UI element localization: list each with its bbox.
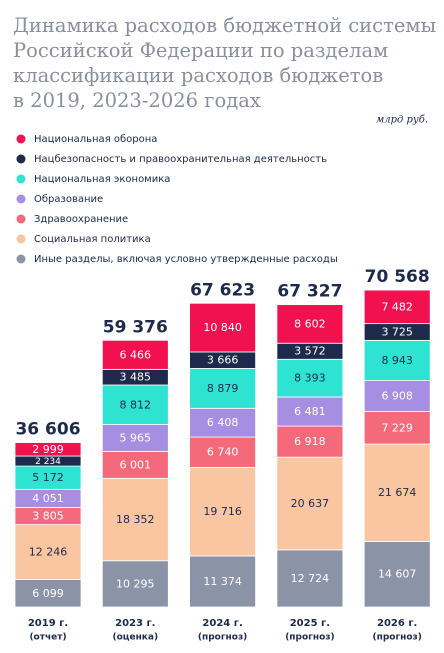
bar-segment	[276, 425, 344, 458]
legend-label: Образование	[34, 194, 103, 205]
value-label: 6 466	[120, 348, 152, 361]
value-label: 19 716	[203, 505, 242, 518]
bar-segment	[14, 524, 82, 581]
total-label: 67 623	[190, 280, 255, 300]
legend-label: Здравоохранение	[34, 214, 128, 225]
value-label: 2 234	[35, 457, 61, 467]
bar-segment	[101, 424, 169, 452]
bar-segment	[101, 339, 169, 370]
value-label: 8 879	[207, 382, 239, 395]
value-label: 12 246	[29, 546, 68, 559]
legend-marker	[16, 234, 26, 244]
bar-segment	[363, 411, 431, 445]
value-label: 20 637	[291, 497, 330, 510]
bar-segment	[101, 450, 169, 479]
value-label: 8 943	[381, 354, 413, 367]
value-label: 6 001	[120, 458, 152, 471]
bar-segment	[363, 540, 431, 608]
bar-segment	[276, 396, 344, 427]
chart-title: Российской Федерации по разделам	[13, 39, 388, 62]
value-label: 12 724	[291, 572, 330, 585]
legend-marker	[16, 134, 26, 144]
value-label: 6 408	[207, 416, 239, 429]
value-label: 18 352	[116, 513, 155, 526]
value-label: 4 051	[32, 492, 64, 505]
x-tick-note: (отчет)	[29, 633, 66, 643]
legend-marker	[16, 214, 26, 224]
value-label: 8 393	[294, 372, 326, 385]
legend-marker	[16, 194, 26, 204]
bar-segment	[276, 456, 344, 551]
bar-segment	[14, 442, 82, 457]
value-label: 6 918	[294, 435, 326, 448]
value-label: 6 740	[207, 446, 239, 459]
bar-segment	[189, 436, 257, 468]
unit-label: млрд руб.	[376, 115, 428, 126]
legend-label: Иные разделы, включая условно утвержденн…	[34, 254, 338, 265]
bar-segment	[363, 443, 431, 542]
bar-segment	[363, 289, 431, 325]
bar-segment	[276, 304, 344, 344]
value-label: 7 229	[381, 421, 413, 434]
value-label: 3 805	[32, 510, 64, 523]
bar-segment	[101, 384, 169, 425]
value-label: 10 295	[116, 577, 155, 590]
value-label: 7 482	[381, 300, 413, 313]
total-label: 70 568	[365, 267, 430, 287]
x-tick-note: (прогноз)	[372, 633, 421, 643]
legend-label: Национальная оборона	[34, 134, 157, 145]
x-tick-note: (прогноз)	[198, 633, 247, 643]
total-label: 59 376	[103, 317, 168, 337]
x-tick-note: (оценка)	[113, 633, 159, 643]
bar-segment	[189, 555, 257, 608]
x-tick-note: (прогноз)	[285, 633, 334, 643]
x-tick-label: 2026 г.	[377, 618, 417, 629]
value-label: 5 965	[120, 431, 152, 444]
chart-title: Динамика расходов бюджетной системы	[13, 14, 436, 37]
legend-marker	[16, 154, 26, 164]
legend-label: Нацбезопасность и правоохранительная дея…	[34, 154, 327, 165]
bar-segment	[276, 358, 344, 398]
value-label: 8 602	[294, 317, 326, 330]
x-tick-label: 2025 г.	[290, 618, 330, 629]
value-label: 21 674	[378, 486, 417, 499]
value-label: 3 572	[294, 345, 326, 358]
value-label: 3 725	[381, 326, 413, 339]
value-label: 6 908	[381, 390, 413, 403]
bar-segment	[189, 302, 257, 353]
bar-segment	[14, 579, 82, 608]
legend-label: Национальная экономика	[34, 174, 170, 185]
legend-marker	[16, 174, 26, 184]
value-label: 3 666	[207, 354, 239, 367]
value-label: 11 374	[203, 575, 242, 588]
value-label: 6 481	[294, 405, 326, 418]
value-label: 10 840	[203, 321, 242, 334]
value-label: 5 172	[32, 471, 64, 484]
total-label: 36 606	[15, 420, 80, 440]
x-tick-label: 2024 г.	[202, 618, 242, 629]
legend-marker	[16, 254, 26, 264]
bar-segment	[363, 339, 431, 381]
x-tick-label: 2019 г.	[28, 618, 68, 629]
value-label: 8 812	[120, 398, 152, 411]
legend-label: Социальная политика	[34, 234, 151, 245]
value-label: 2 999	[32, 443, 64, 456]
x-tick-label: 2023 г.	[115, 618, 155, 629]
total-label: 67 327	[277, 282, 342, 302]
bar-segment	[363, 380, 431, 412]
value-label: 14 607	[378, 568, 417, 581]
value-label: 6 099	[32, 587, 64, 600]
chart-title: в 2019, 2023-2026 годах	[13, 89, 261, 112]
value-label: 3 485	[120, 371, 152, 384]
chart-title: классификации расходов бюджетов	[13, 64, 383, 87]
bar-segment	[189, 466, 257, 557]
